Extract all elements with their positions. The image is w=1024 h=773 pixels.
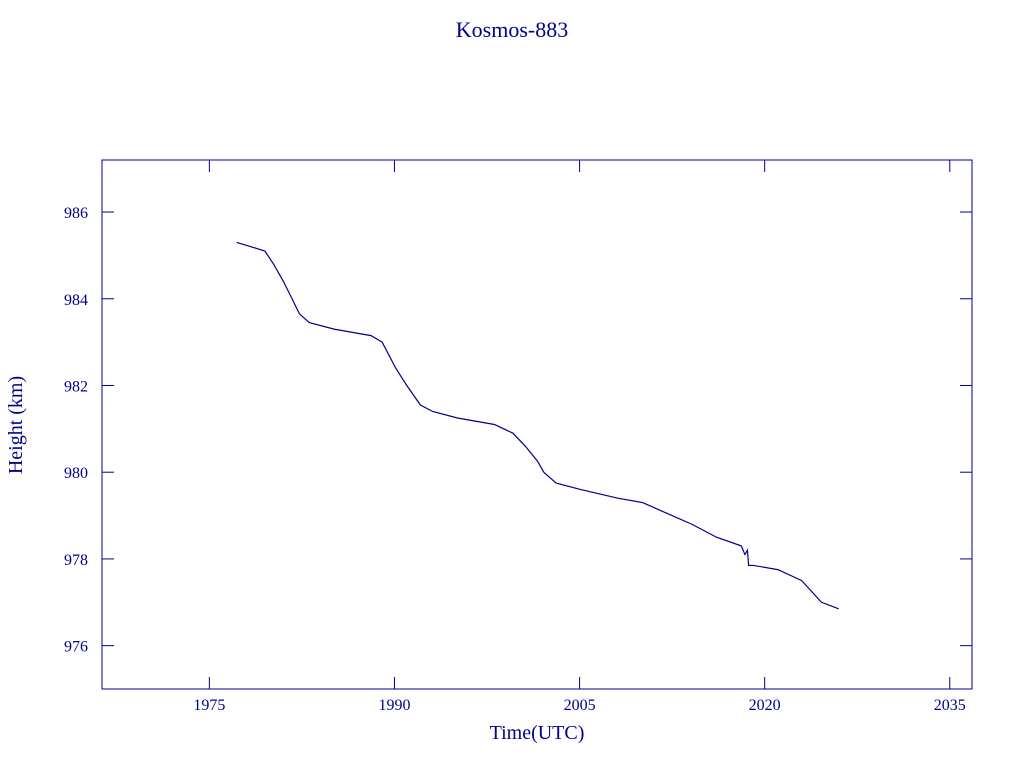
chart-title: Kosmos-883 [456, 17, 568, 42]
data-line [236, 241, 839, 610]
y-tick-label: 986 [64, 205, 88, 222]
x-tick-label: 2035 [934, 697, 966, 714]
y-tick-label: 976 [64, 639, 88, 656]
plot-frame [101, 159, 973, 690]
x-tick-label: 2020 [749, 697, 781, 714]
x-tick-label: 2005 [564, 697, 596, 714]
y-tick-label: 982 [64, 378, 88, 395]
y-tick-label: 984 [64, 292, 88, 309]
x-tick-label: 1975 [193, 697, 225, 714]
x-axis-label: Time(UTC) [490, 722, 585, 744]
x-tick-label: 1990 [378, 697, 410, 714]
y-tick-label: 980 [64, 465, 88, 482]
y-tick-label: 978 [64, 552, 88, 569]
y-axis-label: Height (km) [5, 376, 27, 474]
